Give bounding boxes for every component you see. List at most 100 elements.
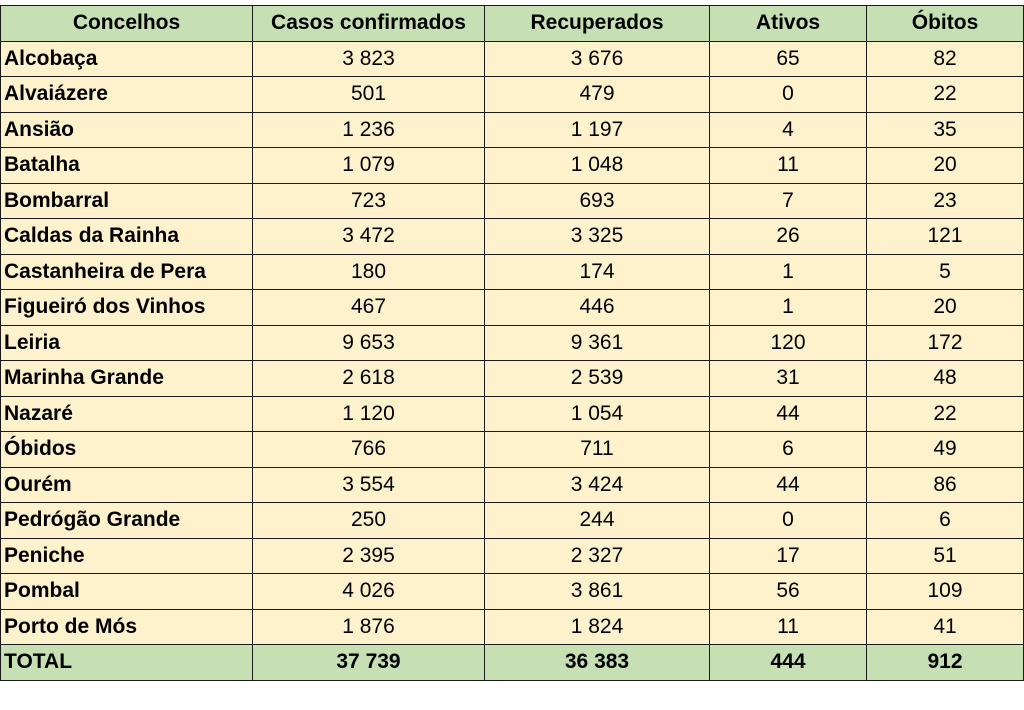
cell-casos-confirmados: 4 026 xyxy=(252,573,485,610)
cell-concelho: Caldas da Rainha xyxy=(0,218,253,255)
cell-casos-confirmados: 1 120 xyxy=(252,395,485,432)
cell-casos-confirmados: 9 653 xyxy=(252,324,485,361)
cell-casos-confirmados: 3 554 xyxy=(252,466,485,503)
table-header: Concelhos Casos confirmados Recuperados … xyxy=(0,5,1024,42)
cell-casos-confirmados: 180 xyxy=(252,253,485,290)
cell-recuperados: 1 197 xyxy=(484,111,710,148)
cell-ativos: 31 xyxy=(709,360,867,397)
header-concelhos: Concelhos xyxy=(0,5,253,42)
cell-casos-confirmados: 766 xyxy=(252,431,485,468)
cell-obitos: 172 xyxy=(866,324,1024,361)
cell-recuperados: 3 424 xyxy=(484,466,710,503)
cell-ativos: 17 xyxy=(709,537,867,574)
total-obitos: 912 xyxy=(866,644,1024,681)
total-row: TOTAL 37 739 36 383 444 912 xyxy=(0,644,1024,681)
table-row: Caldas da Rainha 3 472 3 325 26 121 xyxy=(0,218,1024,255)
table-row: Marinha Grande 2 618 2 539 31 48 xyxy=(0,360,1024,397)
cell-ativos: 1 xyxy=(709,289,867,326)
cell-recuperados: 3 861 xyxy=(484,573,710,610)
cell-concelho: Pedrógão Grande xyxy=(0,502,253,539)
table-row: Batalha 1 079 1 048 11 20 xyxy=(0,147,1024,184)
table-row: Porto de Mós 1 876 1 824 11 41 xyxy=(0,608,1024,645)
cell-obitos: 82 xyxy=(866,40,1024,77)
cell-obitos: 22 xyxy=(866,76,1024,113)
cell-concelho: Ourém xyxy=(0,466,253,503)
cell-ativos: 0 xyxy=(709,76,867,113)
table-row: Bombarral 723 693 7 23 xyxy=(0,182,1024,219)
cell-ativos: 56 xyxy=(709,573,867,610)
cell-concelho: Nazaré xyxy=(0,395,253,432)
cell-ativos: 26 xyxy=(709,218,867,255)
cell-obitos: 6 xyxy=(866,502,1024,539)
cell-ativos: 1 xyxy=(709,253,867,290)
cell-casos-confirmados: 250 xyxy=(252,502,485,539)
cell-obitos: 41 xyxy=(866,608,1024,645)
cell-ativos: 6 xyxy=(709,431,867,468)
table-row: Óbidos 766 711 6 49 xyxy=(0,431,1024,468)
header-row: Concelhos Casos confirmados Recuperados … xyxy=(0,5,1024,42)
total-ativos: 444 xyxy=(709,644,867,681)
cell-ativos: 0 xyxy=(709,502,867,539)
cell-recuperados: 1 054 xyxy=(484,395,710,432)
cell-obitos: 48 xyxy=(866,360,1024,397)
total-label: TOTAL xyxy=(0,644,253,681)
table-row: Alcobaça 3 823 3 676 65 82 xyxy=(0,40,1024,77)
cell-ativos: 11 xyxy=(709,147,867,184)
cell-recuperados: 1 824 xyxy=(484,608,710,645)
cell-casos-confirmados: 1 236 xyxy=(252,111,485,148)
cell-obitos: 22 xyxy=(866,395,1024,432)
cell-concelho: Figueiró dos Vinhos xyxy=(0,289,253,326)
cell-obitos: 51 xyxy=(866,537,1024,574)
cell-casos-confirmados: 3 823 xyxy=(252,40,485,77)
cell-concelho: Batalha xyxy=(0,147,253,184)
cell-recuperados: 2 539 xyxy=(484,360,710,397)
cell-concelho: Alcobaça xyxy=(0,40,253,77)
cell-obitos: 5 xyxy=(866,253,1024,290)
header-recuperados: Recuperados xyxy=(484,5,710,42)
cell-recuperados: 3 325 xyxy=(484,218,710,255)
table-row: Peniche 2 395 2 327 17 51 xyxy=(0,537,1024,574)
cell-ativos: 44 xyxy=(709,395,867,432)
table-footer: TOTAL 37 739 36 383 444 912 xyxy=(0,644,1024,681)
cell-casos-confirmados: 2 395 xyxy=(252,537,485,574)
cell-ativos: 4 xyxy=(709,111,867,148)
cell-ativos: 11 xyxy=(709,608,867,645)
cell-obitos: 49 xyxy=(866,431,1024,468)
cell-obitos: 35 xyxy=(866,111,1024,148)
cell-recuperados: 693 xyxy=(484,182,710,219)
cell-casos-confirmados: 723 xyxy=(252,182,485,219)
cell-ativos: 44 xyxy=(709,466,867,503)
cell-obitos: 121 xyxy=(866,218,1024,255)
table-row: Nazaré 1 120 1 054 44 22 xyxy=(0,395,1024,432)
cell-recuperados: 1 048 xyxy=(484,147,710,184)
cell-casos-confirmados: 1 876 xyxy=(252,608,485,645)
header-obitos: Óbitos xyxy=(866,5,1024,42)
cell-obitos: 109 xyxy=(866,573,1024,610)
cell-concelho: Bombarral xyxy=(0,182,253,219)
table-row: Castanheira de Pera 180 174 1 5 xyxy=(0,253,1024,290)
cell-recuperados: 3 676 xyxy=(484,40,710,77)
cell-recuperados: 244 xyxy=(484,502,710,539)
table-row: Ourém 3 554 3 424 44 86 xyxy=(0,466,1024,503)
header-ativos: Ativos xyxy=(709,5,867,42)
table-row: Ansião 1 236 1 197 4 35 xyxy=(0,111,1024,148)
cell-casos-confirmados: 1 079 xyxy=(252,147,485,184)
cell-recuperados: 711 xyxy=(484,431,710,468)
cell-obitos: 86 xyxy=(866,466,1024,503)
total-recuperados: 36 383 xyxy=(484,644,710,681)
table-row: Figueiró dos Vinhos 467 446 1 20 xyxy=(0,289,1024,326)
cell-recuperados: 479 xyxy=(484,76,710,113)
table-row: Pedrógão Grande 250 244 0 6 xyxy=(0,502,1024,539)
cell-obitos: 20 xyxy=(866,147,1024,184)
cell-recuperados: 174 xyxy=(484,253,710,290)
cell-ativos: 65 xyxy=(709,40,867,77)
cell-casos-confirmados: 501 xyxy=(252,76,485,113)
table-row: Alvaiázere 501 479 0 22 xyxy=(0,76,1024,113)
cell-recuperados: 446 xyxy=(484,289,710,326)
cell-casos-confirmados: 3 472 xyxy=(252,218,485,255)
cell-obitos: 23 xyxy=(866,182,1024,219)
cell-concelho: Porto de Mós xyxy=(0,608,253,645)
header-casos-confirmados: Casos confirmados xyxy=(252,5,485,42)
cell-concelho: Pombal xyxy=(0,573,253,610)
cell-concelho: Leiria xyxy=(0,324,253,361)
